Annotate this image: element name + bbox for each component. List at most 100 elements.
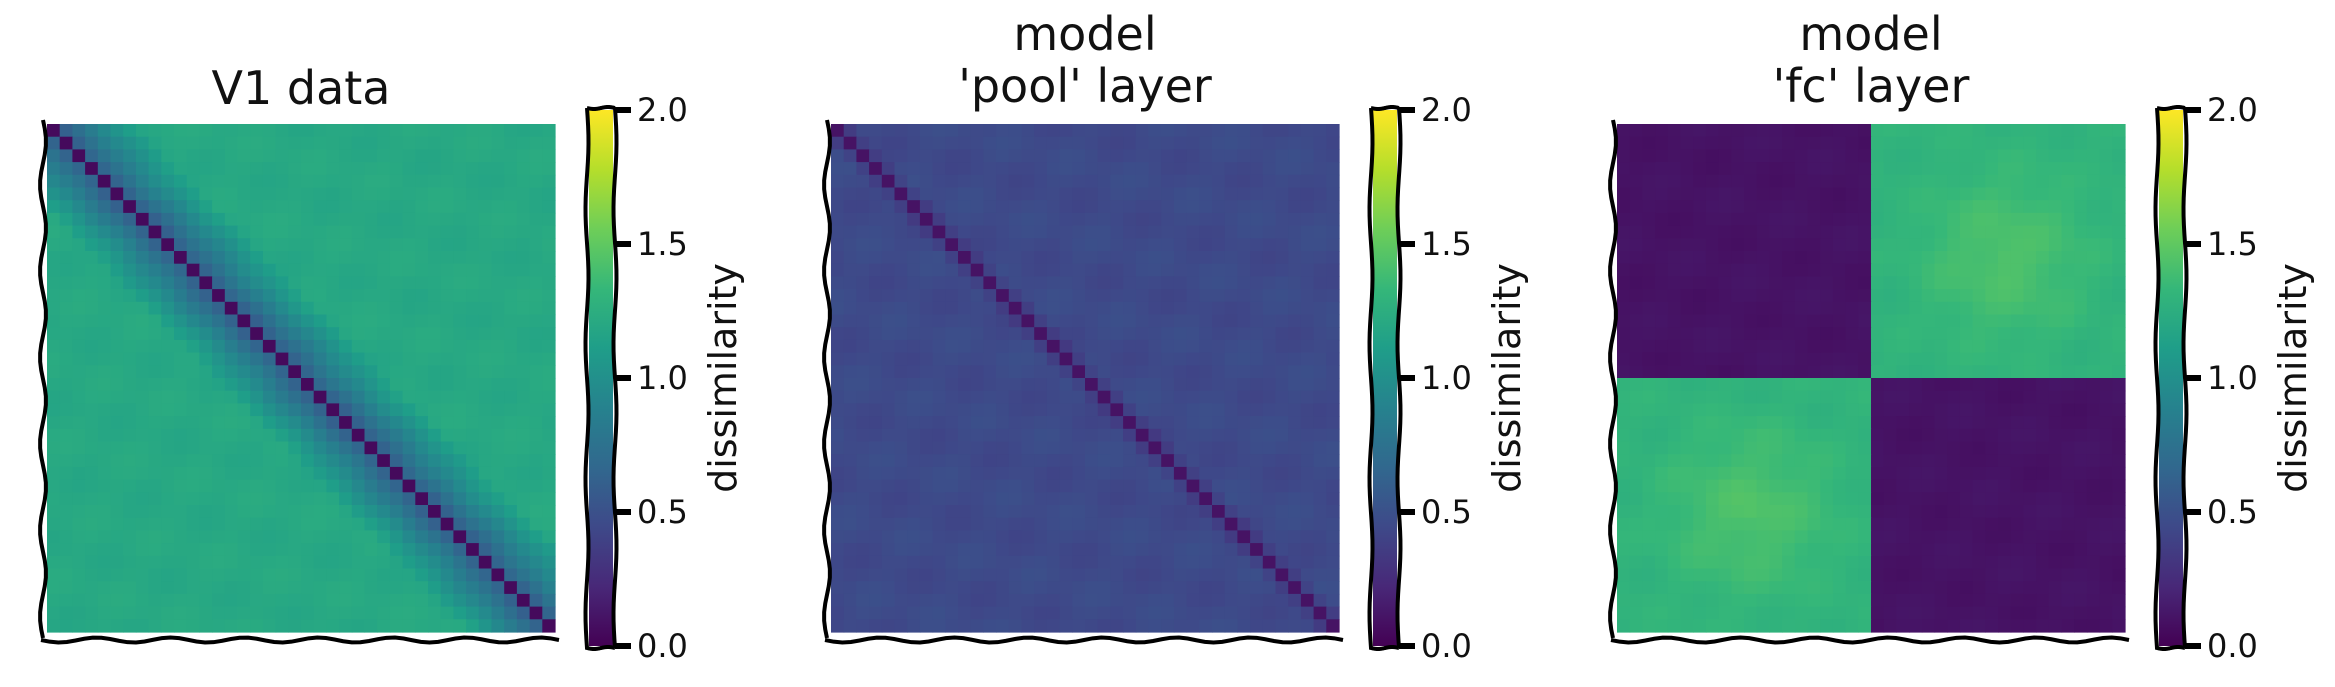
heatmap-cell xyxy=(1237,619,1251,633)
heatmap-cell xyxy=(529,555,543,570)
heatmap-cell xyxy=(389,200,404,214)
heatmap-cell xyxy=(313,212,327,227)
heatmap-cell xyxy=(1237,428,1251,443)
heatmap-cell xyxy=(996,479,1010,493)
heatmap-cell xyxy=(516,124,531,138)
heatmap-cell xyxy=(504,339,518,354)
heatmap-cell xyxy=(932,619,946,633)
colorbar-tick-label: 1.5 xyxy=(637,225,688,263)
heatmap-cell xyxy=(1046,327,1061,341)
heatmap-cell xyxy=(1820,492,1834,506)
heatmap-cell xyxy=(428,606,442,620)
heatmap-cell xyxy=(1756,339,1770,354)
heatmap-cell xyxy=(1680,327,1694,341)
heatmap-cell xyxy=(1820,327,1834,341)
heatmap-cell xyxy=(2061,403,2075,417)
heatmap-cell xyxy=(1693,365,1707,379)
heatmap-cell xyxy=(364,555,378,570)
heatmap-cell xyxy=(186,568,200,582)
heatmap-cell xyxy=(1883,365,1897,379)
heatmap-cell xyxy=(2099,454,2113,468)
heatmap-cell xyxy=(932,251,946,265)
heatmap-cell xyxy=(2023,593,2037,608)
heatmap-cell xyxy=(250,505,264,519)
heatmap-cell xyxy=(2023,606,2037,620)
heatmap-cell xyxy=(275,517,289,531)
heatmap-cell xyxy=(199,124,213,138)
heatmap-cell xyxy=(1769,568,1783,582)
heatmap-cell xyxy=(1705,136,1720,150)
heatmap-cell xyxy=(2036,365,2050,379)
heatmap-cell xyxy=(1617,187,1631,201)
heatmap-cell xyxy=(907,517,921,531)
heatmap-cell xyxy=(440,416,454,430)
heatmap-cell xyxy=(958,314,972,328)
heatmap-cell xyxy=(1782,251,1796,265)
heatmap-cell xyxy=(1959,200,1974,214)
heatmap-cell xyxy=(970,124,984,138)
heatmap-cell xyxy=(135,492,150,506)
heatmap-cell xyxy=(843,365,857,379)
heatmap-cell xyxy=(1097,517,1111,531)
heatmap-cell xyxy=(958,593,972,608)
heatmap-cell xyxy=(1300,517,1315,531)
heatmap-cell xyxy=(983,517,997,531)
heatmap-cell xyxy=(402,479,416,493)
heatmap-cell xyxy=(1858,187,1872,201)
heatmap-cell xyxy=(1275,492,1289,506)
heatmap-cell xyxy=(148,174,162,189)
heatmap-cell xyxy=(199,339,213,354)
heatmap-cell xyxy=(351,568,366,582)
heatmap-cell xyxy=(301,289,315,303)
heatmap-cell xyxy=(250,428,264,443)
heatmap-cell xyxy=(869,619,883,633)
heatmap-cell xyxy=(1135,454,1150,468)
heatmap-cell xyxy=(2112,289,2126,303)
heatmap-cell xyxy=(1718,149,1732,163)
heatmap-cell xyxy=(1845,441,1859,455)
heatmap-cell xyxy=(958,263,972,277)
heatmap-cell xyxy=(174,124,188,138)
heatmap-cell xyxy=(1110,555,1124,570)
heatmap-cell xyxy=(2061,593,2075,608)
heatmap-cell xyxy=(1173,263,1188,277)
heatmap-cell xyxy=(1985,517,1999,531)
heatmap-cell xyxy=(1642,390,1656,404)
heatmap-cell xyxy=(288,124,302,138)
heatmap-cell xyxy=(1186,416,1200,430)
heatmap-cell xyxy=(856,200,870,214)
heatmap-cell xyxy=(1769,162,1783,176)
heatmap-cell xyxy=(351,416,366,430)
heatmap-cell xyxy=(313,365,327,379)
heatmap-cell xyxy=(351,454,366,468)
heatmap-cell xyxy=(1034,492,1048,506)
heatmap-cell xyxy=(313,378,327,392)
heatmap-cell xyxy=(123,454,137,468)
heatmap-cell xyxy=(47,200,61,214)
heatmap-cell xyxy=(1059,441,1073,455)
heatmap-cell xyxy=(1858,390,1872,404)
heatmap-cell xyxy=(919,454,934,468)
heatmap-cell xyxy=(224,212,239,227)
heatmap-cell xyxy=(907,479,921,493)
heatmap-cell xyxy=(237,505,251,519)
heatmap-cell xyxy=(1097,187,1111,201)
heatmap-cell xyxy=(1680,174,1694,189)
heatmap-cell xyxy=(1008,568,1023,582)
heatmap-cell xyxy=(1998,390,2012,404)
heatmap-cell xyxy=(2086,162,2101,176)
heatmap-cell xyxy=(1807,593,1821,608)
heatmap-cell xyxy=(491,390,505,404)
heatmap-cell xyxy=(504,187,518,201)
heatmap-cell xyxy=(881,606,896,620)
heatmap-cell xyxy=(542,492,556,506)
heatmap-cell xyxy=(1998,517,2012,531)
heatmap-cell xyxy=(1845,505,1859,519)
heatmap-cell xyxy=(364,327,378,341)
heatmap-cell xyxy=(516,403,531,417)
heatmap-cell xyxy=(1617,505,1631,519)
heatmap-cell xyxy=(339,314,353,328)
heatmap-cell xyxy=(1642,543,1656,557)
heatmap-cell xyxy=(2099,200,2113,214)
heatmap-cell xyxy=(313,352,327,366)
